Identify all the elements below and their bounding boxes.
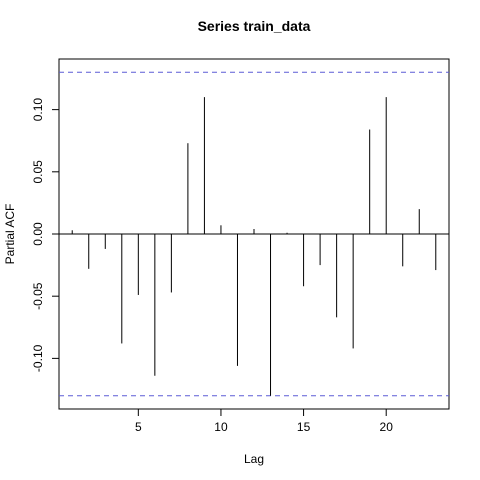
- x-tick-label: 15: [297, 420, 311, 434]
- y-axis-label: Partial ACF: [3, 204, 17, 265]
- pacf-bars: [71, 97, 437, 396]
- x-tick-label: 20: [380, 420, 394, 434]
- x-axis: 5 10 15 20: [135, 409, 393, 434]
- y-tick-label: 0.05: [31, 160, 45, 184]
- y-tick-label: -0.05: [31, 282, 45, 310]
- x-tick-label: 10: [214, 420, 228, 434]
- x-tick-label: 5: [135, 420, 142, 434]
- x-axis-label: Lag: [244, 452, 264, 466]
- chart-title: Series train_data: [198, 18, 311, 34]
- y-tick-label: 0.10: [31, 98, 45, 122]
- y-tick-label: 0.00: [31, 222, 45, 246]
- y-tick-label: -0.10: [31, 344, 45, 372]
- confidence-bounds: [59, 71, 449, 397]
- y-axis: -0.10 -0.05 0.00 0.05 0.10: [31, 98, 59, 372]
